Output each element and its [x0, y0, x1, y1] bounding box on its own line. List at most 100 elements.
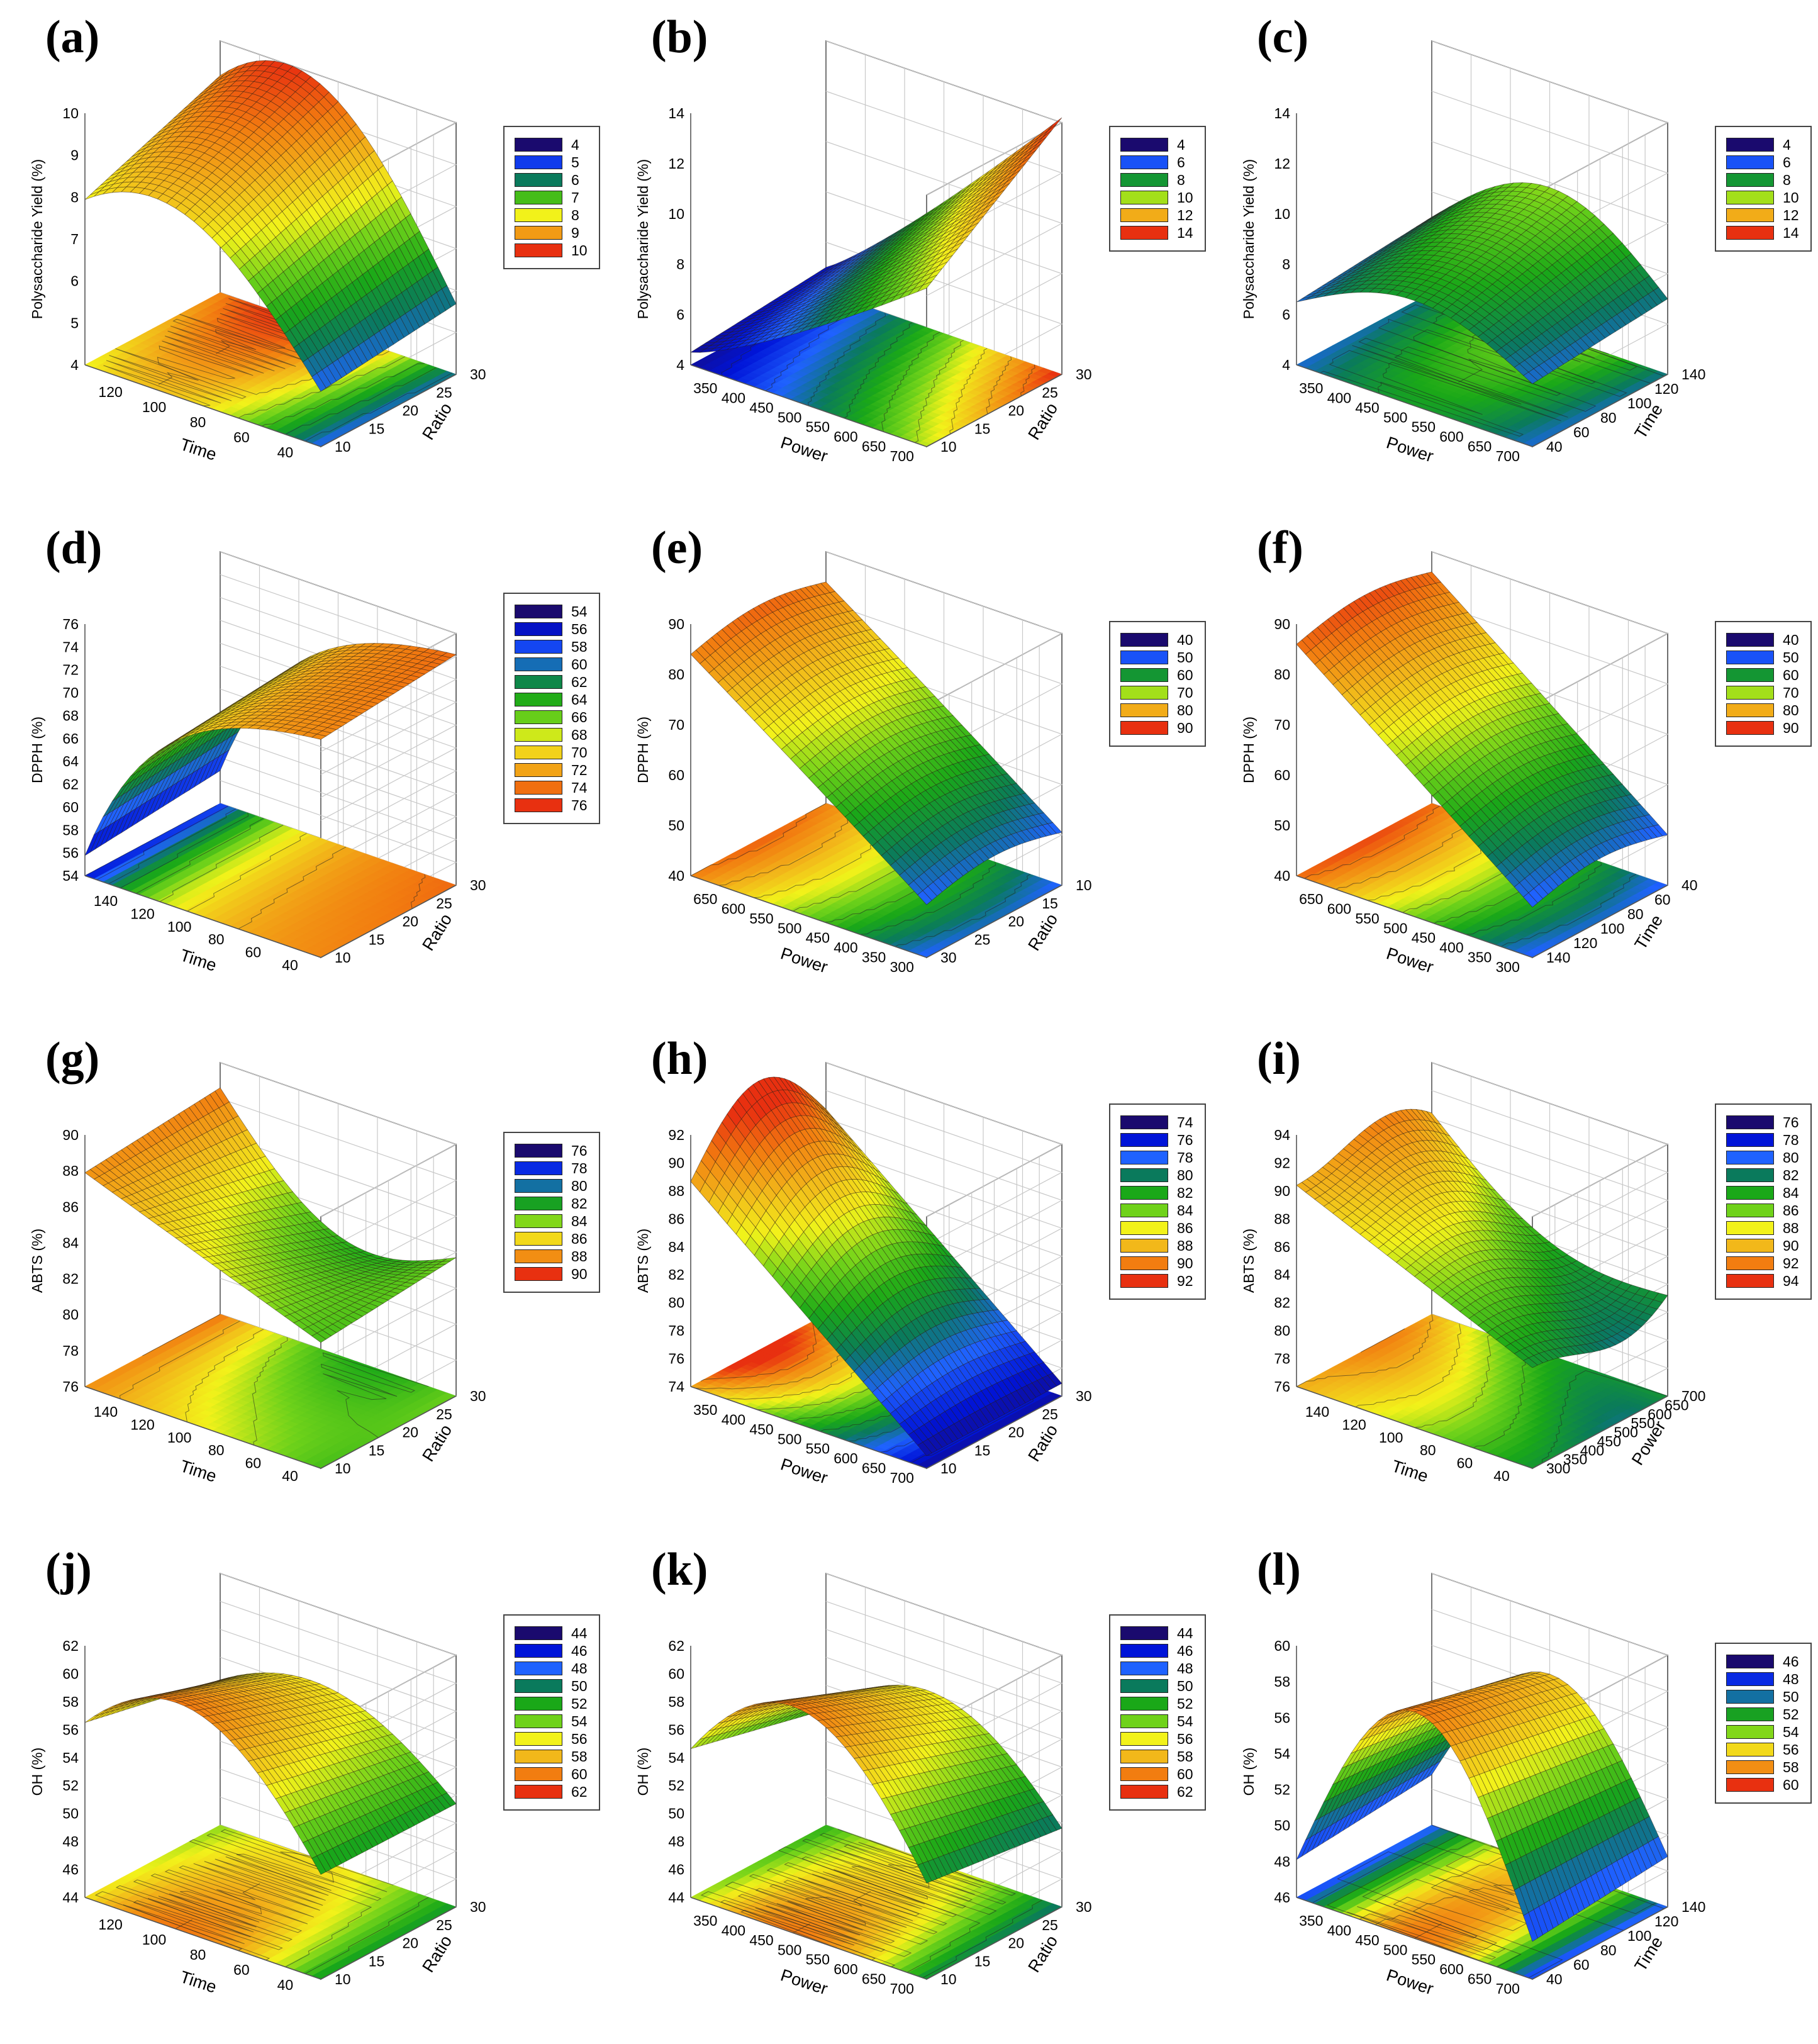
z-axis-title: Polysaccharide Yield (%)	[29, 159, 45, 319]
legend-swatch	[1726, 173, 1774, 187]
grid-line	[220, 711, 457, 867]
y-tick-label: 80	[1600, 410, 1617, 426]
legend-entry: 14	[1120, 224, 1193, 242]
y-tick-label: 10	[335, 438, 351, 455]
x-tick-label: 350	[1299, 380, 1323, 396]
y-tick-label: 30	[1076, 366, 1092, 383]
grid-line	[825, 191, 1063, 347]
contour-line	[120, 813, 249, 888]
contour-line	[215, 298, 347, 354]
y-tick-label: 60	[1573, 424, 1590, 440]
legend-entry: 8	[1120, 171, 1193, 189]
y-axis-title: Ratio	[1024, 399, 1061, 443]
x-tick-label: 650	[862, 438, 886, 455]
x-axis-line	[690, 364, 927, 447]
contour-line	[84, 805, 217, 876]
contour-line	[136, 818, 264, 894]
x-tick-label: 700	[1496, 448, 1520, 464]
panel-label: (a)	[45, 11, 100, 63]
contour-line	[262, 363, 425, 427]
z-tick-label: 12	[1274, 155, 1290, 172]
surface-cell	[689, 349, 706, 353]
x-axis-title: Time	[178, 435, 219, 464]
x-tick-label: 450	[1355, 399, 1379, 416]
contour-line	[304, 372, 453, 442]
contour-line	[844, 322, 913, 418]
contour-line	[285, 367, 437, 435]
legend-entry: 4	[515, 136, 588, 154]
y-tick-label: 25	[436, 384, 452, 401]
x-tick-label: 450	[749, 399, 773, 416]
z-tick-label: 7	[70, 231, 79, 247]
grid-line	[220, 620, 457, 775]
x-tick-label: 600	[834, 428, 857, 445]
legend-label: 8	[1177, 171, 1185, 188]
legend-label: 4	[1783, 136, 1791, 153]
x-tick-label: 400	[1327, 389, 1351, 406]
x-tick-label: 60	[233, 429, 250, 445]
legend-label: 8	[571, 206, 579, 223]
grid-line	[825, 141, 1063, 296]
color-legend: 4 6 8 10 12 14	[1715, 126, 1812, 252]
y-tick-label: 40	[1546, 438, 1563, 455]
legend-entry: 9	[515, 224, 588, 242]
legend-label: 5	[571, 154, 579, 170]
surface-cell	[84, 191, 99, 200]
panel-label: (c)	[1257, 11, 1309, 63]
z-tick-label: 14	[668, 105, 684, 121]
legend-entry: 6	[1726, 154, 1799, 171]
legend-label: 6	[1177, 154, 1185, 170]
contour-line	[96, 805, 228, 880]
legend-swatch	[515, 226, 562, 240]
x-tick-label: 500	[778, 409, 801, 425]
z-axis-title: Polysaccharide Yield (%)	[1241, 159, 1257, 319]
x-axis-line	[84, 364, 321, 447]
panel-c: (c) 350 400 450 500 550 600 650 700 40 60 80 100 120 1…	[1224, 0, 1818, 511]
z-tick-label: 12	[668, 155, 684, 172]
x-axis-title: Power	[1384, 433, 1436, 466]
floor-contour	[84, 803, 457, 958]
y-tick-label: 25	[1042, 384, 1058, 401]
x-tick-label: 550	[806, 419, 830, 435]
z-tick-label: 9	[70, 147, 79, 164]
legend-label: 4	[1177, 136, 1185, 153]
legend-label: 10	[571, 242, 588, 259]
grid-line	[825, 40, 1063, 196]
legend-swatch	[515, 155, 562, 169]
legend-entry: 7	[515, 189, 588, 206]
panel-b: (b) 350 400 450 500 550 600 650 700 10 15 20 25 30 4 6 8…	[618, 0, 1224, 511]
panel-d: (d) 140 120 100 80 60 40 10 15 20 25 30 54 56 58 60 62 64…	[13, 511, 618, 1022]
legend-swatch	[1726, 226, 1774, 240]
response-surface	[689, 117, 1062, 353]
legend-entry: 10	[515, 242, 588, 259]
y-axis-title: Ratio	[418, 399, 455, 443]
grid-line	[220, 597, 457, 752]
contour-line	[159, 825, 284, 902]
y-axis-line	[1532, 374, 1668, 447]
z-axis-title: Polysaccharide Yield (%)	[635, 159, 651, 319]
z-tick-label: 8	[1282, 256, 1290, 272]
legend-swatch	[515, 243, 562, 257]
legend-swatch	[1120, 208, 1168, 222]
response-surface	[1296, 182, 1668, 384]
z-tick-label: 10	[1274, 206, 1290, 222]
z-tick-label: 4	[1282, 357, 1290, 373]
legend-swatch	[1120, 191, 1168, 204]
z-tick-label: 6	[676, 306, 684, 323]
legend-swatch	[1120, 226, 1168, 240]
x-tick-label: 80	[190, 414, 206, 430]
y-axis-line	[926, 374, 1062, 447]
legend-entry: 10	[1120, 189, 1193, 206]
contour-line	[108, 808, 237, 885]
legend-label: 6	[571, 171, 579, 188]
legend-swatch	[515, 138, 562, 152]
contour-line	[238, 846, 347, 929]
contour-line	[187, 833, 307, 912]
legend-swatch	[515, 191, 562, 204]
z-tick-label: 6	[1282, 306, 1290, 323]
x-tick-label: 650	[1468, 438, 1492, 455]
y-tick-label: 30	[470, 366, 486, 383]
z-tick-label: 5	[70, 315, 79, 331]
surface-plot-b: 3504004505005506006507001015202530468101…	[635, 40, 1092, 466]
